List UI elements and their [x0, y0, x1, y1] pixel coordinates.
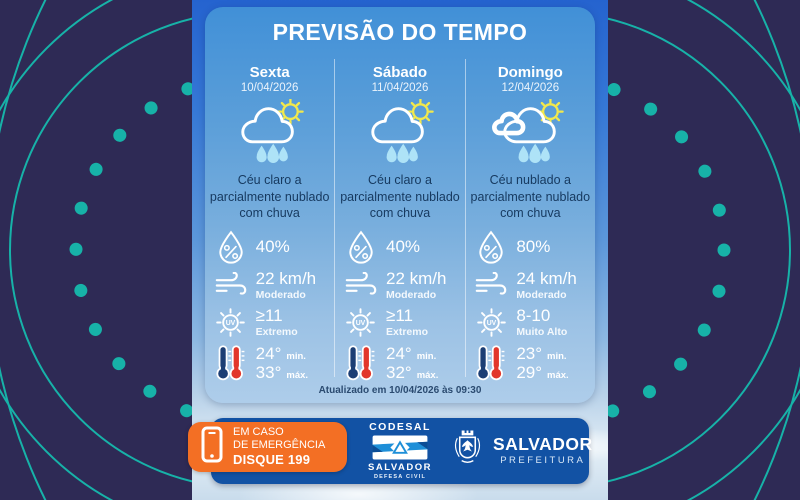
wind-level-label: Moderado	[385, 288, 437, 301]
uv-row: UV ≥11 Extremo	[344, 305, 456, 338]
rain-drop-percent-icon	[474, 230, 508, 264]
wind-level-label: Moderado	[516, 288, 567, 301]
temp-max-label: máx.	[286, 370, 309, 382]
sun-clouds-rain-icon	[491, 99, 569, 169]
forecast-card: PREVISÃO DO TEMPO Sexta 10/04/2026	[205, 7, 595, 403]
codesal-logo: CODESAL SALVADOR DEFESA CIVIL	[359, 421, 441, 480]
prefeitura-subtitle: PREFEITURA	[500, 455, 586, 467]
salvador-coat-of-arms-icon	[451, 427, 484, 474]
wind-speed-value: 22 km/h	[385, 268, 447, 288]
rain-probability-value: 40%	[255, 236, 290, 256]
temp-min-value: 24°	[385, 343, 412, 363]
svg-text:UV: UV	[487, 320, 497, 327]
uv-value: 8-10	[516, 305, 551, 325]
day-column-domingo: Domingo 12/04/2026	[464, 59, 595, 382]
wind-icon	[474, 271, 508, 299]
details-list: 80%	[474, 230, 586, 383]
day-date: 11/04/2026	[371, 82, 429, 94]
emergency-line-3: DISQUE 199	[233, 452, 311, 468]
temp-min-value: 23°	[516, 343, 543, 363]
wind-row: 22 km/h Moderado	[344, 270, 456, 301]
uv-level-label: Extremo	[385, 325, 428, 338]
details-list: 40%	[214, 230, 326, 383]
temp-max-value: 29°	[516, 363, 543, 383]
thermometers-icon	[344, 344, 378, 382]
uv-level-label: Extremo	[255, 325, 298, 338]
day-date: 12/04/2026	[501, 82, 560, 94]
temp-min-value: 24°	[255, 343, 282, 363]
svg-text:UV: UV	[356, 320, 366, 327]
phone-icon	[201, 426, 223, 468]
day-name: Domingo	[497, 64, 563, 81]
uv-index-icon: UV	[214, 307, 248, 338]
sun-cloud-rain-icon	[231, 99, 309, 169]
temperature-row: 24° min. 32° máx.	[344, 344, 456, 383]
page-title: PREVISÃO DO TEMPO	[272, 19, 528, 45]
uv-index-icon: UV	[344, 307, 378, 338]
uv-value: ≥11	[255, 305, 283, 325]
temp-max-value: 33°	[255, 363, 282, 383]
emergency-box: EM CASO DE EMERGÊNCIA DISQUE 199	[188, 422, 347, 472]
day-column-sexta: Sexta 10/04/2026	[205, 59, 334, 382]
sun-cloud-rain-icon	[361, 99, 439, 169]
rain-probability-row: 80%	[474, 230, 586, 264]
wind-row: 22 km/h Moderado	[214, 270, 326, 301]
uv-index-icon: UV	[474, 307, 508, 338]
temperature-row: 23° min. 29° máx.	[474, 344, 586, 383]
day-date: 10/04/2026	[240, 82, 299, 94]
svg-text:UV: UV	[226, 320, 236, 327]
wind-icon	[214, 271, 248, 299]
sky-description: Céu nublado a parcialmente nublado com c…	[470, 173, 591, 221]
wind-level-label: Moderado	[255, 288, 306, 301]
temp-max-label: máx.	[416, 370, 439, 382]
temp-min-label: min.	[416, 350, 437, 362]
emergency-line-2: DE EMERGÊNCIA	[233, 439, 326, 452]
day-name: Sexta	[249, 64, 290, 81]
wind-icon	[344, 271, 378, 299]
rain-probability-value: 40%	[385, 236, 421, 256]
wind-row: 24 km/h Moderado	[474, 270, 586, 301]
rain-probability-row: 40%	[344, 230, 456, 264]
updated-timestamp: Atualizado em 10/04/2026 às 09:30	[318, 385, 482, 396]
sky-description: Céu claro a parcialmente nublado com chu…	[209, 173, 330, 221]
rain-drop-percent-icon	[344, 230, 378, 264]
sky-description: Céu claro a parcialmente nublado com chu…	[340, 173, 460, 221]
details-list: 40%	[344, 230, 456, 383]
day-column-sabado: Sábado 11/04/2026	[334, 59, 464, 382]
temp-max-value: 32°	[385, 363, 412, 383]
temperature-row: 24° min. 33° máx.	[214, 344, 326, 383]
prefeitura-city: SALVADOR	[493, 433, 593, 454]
prefeitura-logo: SALVADOR PREFEITURA	[451, 427, 593, 474]
rain-probability-value: 80%	[516, 236, 551, 256]
temp-min-label: min.	[547, 350, 567, 362]
temp-min-label: min.	[286, 350, 306, 362]
wind-speed-value: 22 km/h	[255, 268, 317, 288]
rain-probability-row: 40%	[214, 230, 326, 264]
codesal-city: SALVADOR	[368, 462, 432, 473]
uv-row: UV 8-10 Muito Alto	[474, 305, 586, 338]
thermometers-icon	[474, 344, 508, 382]
codesal-flag-icon	[372, 435, 428, 460]
rain-drop-percent-icon	[214, 230, 248, 264]
thermometers-icon	[214, 344, 248, 382]
uv-level-label: Muito Alto	[516, 325, 568, 338]
emergency-line-1: EM CASO	[233, 426, 284, 439]
codesal-name: CODESAL	[369, 421, 431, 433]
forecast-columns: Sexta 10/04/2026	[205, 59, 595, 382]
wind-speed-value: 24 km/h	[516, 268, 577, 288]
uv-value: ≥11	[385, 305, 413, 325]
codesal-subtitle: DEFESA CIVIL	[373, 474, 427, 480]
uv-row: UV ≥11 Extremo	[214, 305, 326, 338]
day-name: Sábado	[372, 64, 428, 81]
temp-max-label: máx.	[547, 370, 569, 382]
